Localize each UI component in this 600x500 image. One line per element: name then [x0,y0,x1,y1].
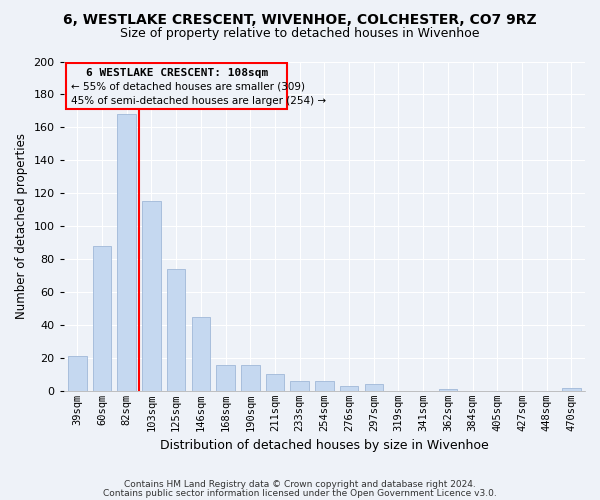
X-axis label: Distribution of detached houses by size in Wivenhoe: Distribution of detached houses by size … [160,440,489,452]
Text: 6, WESTLAKE CRESCENT, WIVENHOE, COLCHESTER, CO7 9RZ: 6, WESTLAKE CRESCENT, WIVENHOE, COLCHEST… [63,12,537,26]
Text: ← 55% of detached houses are smaller (309): ← 55% of detached houses are smaller (30… [71,82,305,92]
Text: 6 WESTLAKE CRESCENT: 108sqm: 6 WESTLAKE CRESCENT: 108sqm [86,68,268,78]
Bar [266,374,284,391]
Bar [191,317,210,391]
Bar [93,246,111,391]
Bar [315,381,334,391]
Text: 45% of semi-detached houses are larger (254) →: 45% of semi-detached houses are larger (… [71,96,326,106]
Text: Contains public sector information licensed under the Open Government Licence v3: Contains public sector information licen… [103,488,497,498]
Bar [216,364,235,391]
Text: Size of property relative to detached houses in Wivenhoe: Size of property relative to detached ho… [120,28,480,40]
Bar [167,269,185,391]
Bar [562,388,581,391]
FancyBboxPatch shape [66,63,287,110]
Bar [68,356,86,391]
Bar [340,386,358,391]
Bar [142,202,161,391]
Bar [241,364,260,391]
Bar [439,389,457,391]
Text: Contains HM Land Registry data © Crown copyright and database right 2024.: Contains HM Land Registry data © Crown c… [124,480,476,489]
Bar [118,114,136,391]
Bar [365,384,383,391]
Y-axis label: Number of detached properties: Number of detached properties [15,133,28,319]
Bar [290,381,309,391]
